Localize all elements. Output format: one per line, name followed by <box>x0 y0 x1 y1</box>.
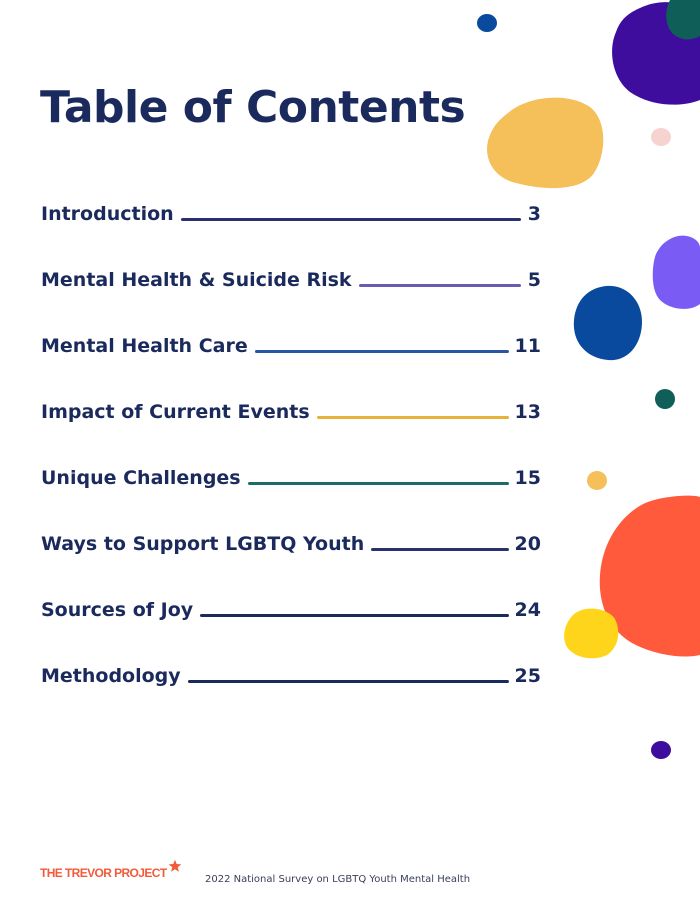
decorative-blob-teal-dot <box>655 389 675 409</box>
toc-entry-mental-health-suicide-risk[interactable]: Mental Health & Suicide Risk 5 <box>41 264 541 330</box>
toc-entry-label: Introduction <box>41 203 174 225</box>
decorative-blob-pink-dot <box>651 128 671 146</box>
toc-entry-label: Unique Challenges <box>41 467 241 489</box>
toc-entry-label: Impact of Current Events <box>41 401 310 423</box>
toc-entry-label: Sources of Joy <box>41 599 194 621</box>
toc-entry-label: Ways to Support LGBTQ Youth <box>41 533 365 555</box>
toc-page-number: 25 <box>514 665 541 687</box>
toc-entry-methodology[interactable]: Methodology 25 <box>41 660 541 726</box>
page-title: Table of Contents <box>40 82 466 133</box>
toc-entry-ways-to-support[interactable]: Ways to Support LGBTQ Youth 20 <box>41 528 541 594</box>
decorative-blob-bright-yellow <box>564 608 619 659</box>
decorative-blob-small-blue <box>477 14 497 32</box>
table-of-contents: Introduction 3 Mental Health & Suicide R… <box>41 198 541 726</box>
toc-leader-line <box>371 548 509 551</box>
decorative-blob-yellow <box>487 97 604 189</box>
toc-entry-mental-health-care[interactable]: Mental Health Care 11 <box>41 330 541 396</box>
decorative-blob-purple-dot <box>651 741 671 759</box>
toc-leader-line <box>316 416 509 419</box>
toc-page-number: 24 <box>514 599 541 621</box>
toc-leader-line <box>247 482 509 485</box>
toc-page-number: 20 <box>514 533 541 555</box>
toc-entry-unique-challenges[interactable]: Unique Challenges 15 <box>41 462 541 528</box>
decorative-blob-blue <box>573 285 642 361</box>
toc-page-number: 5 <box>527 269 541 291</box>
toc-entry-introduction[interactable]: Introduction 3 <box>41 198 541 264</box>
report-title: 2022 National Survey on LGBTQ Youth Ment… <box>205 874 471 885</box>
logo-text: THE TREVOR PROJECT <box>40 866 167 880</box>
toc-page-number: 11 <box>514 335 541 357</box>
toc-page-number: 3 <box>527 203 541 225</box>
toc-entry-label: Mental Health Care <box>41 335 248 357</box>
toc-page-number: 15 <box>514 467 541 489</box>
decorative-blob-teal <box>666 0 700 40</box>
decorative-blob-orange-red <box>599 495 700 657</box>
toc-leader-line <box>187 680 509 683</box>
toc-leader-line <box>254 350 509 353</box>
toc-leader-line <box>358 284 521 287</box>
toc-entry-label: Mental Health & Suicide Risk <box>41 269 352 291</box>
toc-page-number: 13 <box>514 401 541 423</box>
toc-entry-sources-of-joy[interactable]: Sources of Joy 24 <box>41 594 541 660</box>
star-icon <box>168 859 182 872</box>
toc-leader-line <box>180 218 521 221</box>
decorative-blob-yellow-dot <box>587 471 607 490</box>
trevor-project-logo: THE TREVOR PROJECT <box>40 859 182 880</box>
toc-entry-label: Methodology <box>41 665 181 687</box>
decorative-blob-lavender <box>652 235 700 309</box>
toc-leader-line <box>200 614 509 617</box>
toc-entry-impact-of-current-events[interactable]: Impact of Current Events 13 <box>41 396 541 462</box>
